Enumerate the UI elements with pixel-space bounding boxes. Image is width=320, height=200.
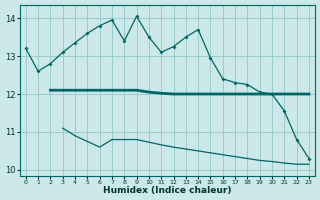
X-axis label: Humidex (Indice chaleur): Humidex (Indice chaleur)	[103, 186, 232, 195]
